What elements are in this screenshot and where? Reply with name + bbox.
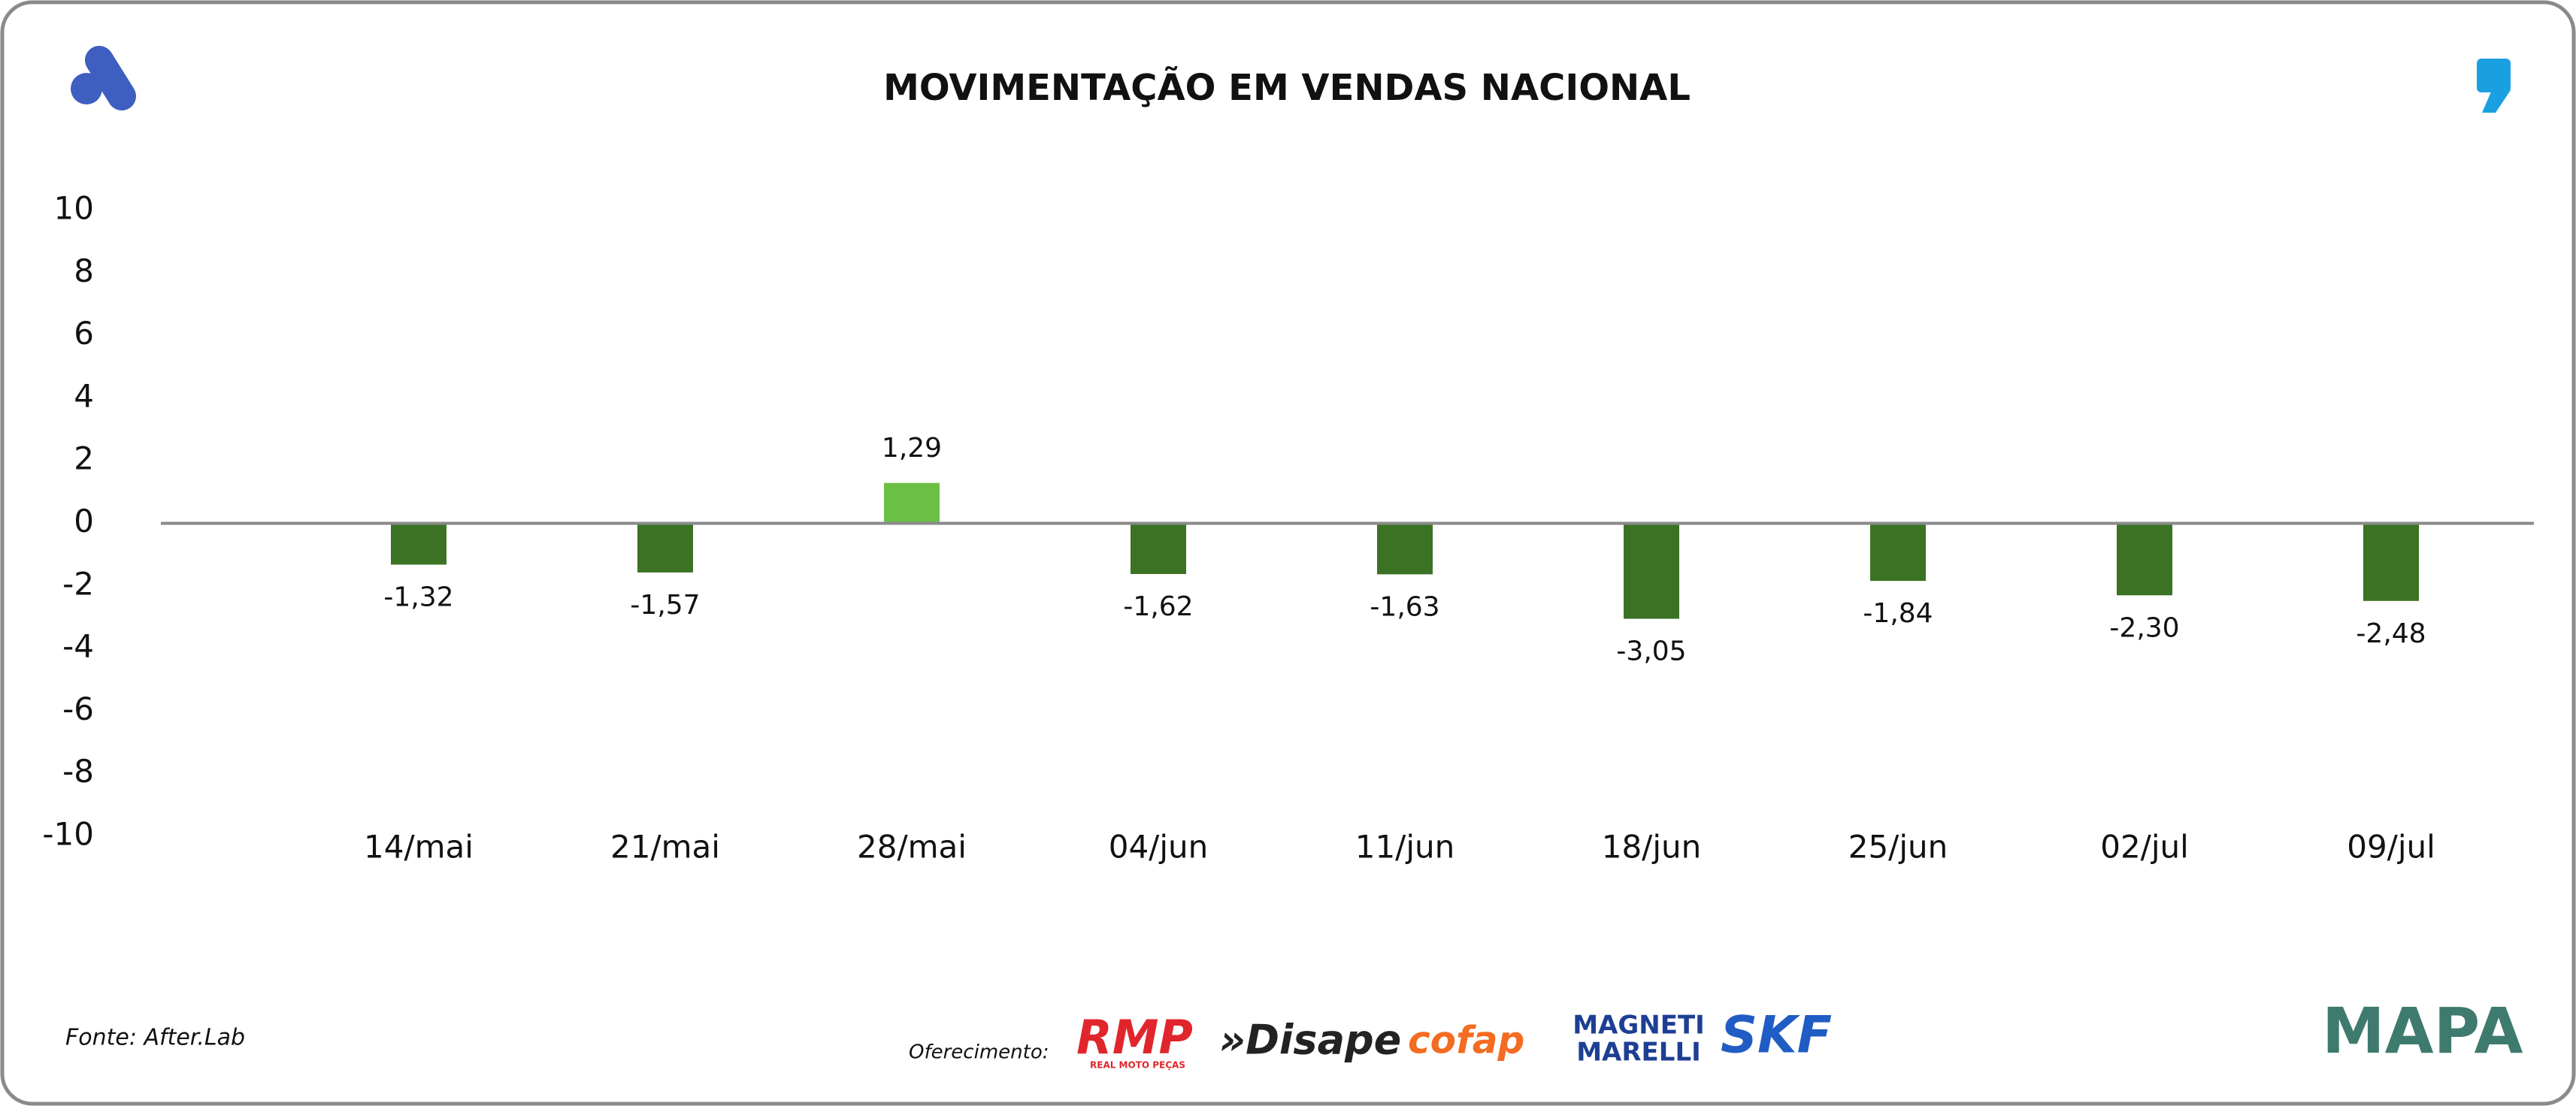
sponsor-logo: SKF <box>1721 1006 1832 1065</box>
x-tick-label: 04/jun <box>1109 829 1209 866</box>
x-tick-label: 21/mai <box>610 829 720 866</box>
bar <box>1377 523 1433 575</box>
bar <box>1870 523 1926 582</box>
bar <box>637 523 693 573</box>
y-tick-label: 0 <box>74 503 94 539</box>
x-tick-label: 25/jun <box>1848 829 1948 866</box>
sponsor-label: Oferecimento: <box>909 1041 1049 1064</box>
y-tick-label: -10 <box>42 816 94 853</box>
x-tick-label: 11/jun <box>1355 829 1455 866</box>
x-tick-label: 02/jul <box>2100 829 2189 866</box>
y-tick-label: -4 <box>62 628 94 665</box>
y-tick-label: 10 <box>54 190 94 227</box>
bar <box>1131 523 1186 574</box>
sponsor-logo: MAGNETI <box>1573 1011 1705 1041</box>
source: Fonte: After.Lab <box>65 1025 245 1051</box>
x-tick-label: 18/jun <box>1602 829 1702 866</box>
sponsor-logo: cofap <box>1408 1019 1524 1062</box>
x-tick-label: 14/mai <box>364 829 474 866</box>
value-label: -3,05 <box>1616 636 1686 667</box>
y-tick-label: 2 <box>74 440 94 477</box>
value-label: -1,84 <box>1863 598 1933 629</box>
y-tick-label: -6 <box>62 690 94 727</box>
brand-icon <box>71 46 136 110</box>
sponsor-logo: MARELLI <box>1576 1038 1701 1068</box>
sponsor-logo-subtitle: REAL MOTO PEÇAS <box>1090 1060 1185 1071</box>
value-label: -1,57 <box>630 590 700 621</box>
x-tick-label: 28/mai <box>857 829 967 866</box>
y-tick-label: 4 <box>74 377 94 414</box>
sponsor-logo: RMP <box>1076 1010 1193 1065</box>
value-label: -1,63 <box>1370 591 1439 622</box>
bar <box>2363 523 2419 601</box>
y-tick-label: 6 <box>74 315 94 352</box>
bar <box>391 523 446 565</box>
x-tick-label: 09/jul <box>2347 829 2435 866</box>
bar <box>884 482 940 524</box>
bar <box>2117 523 2172 596</box>
value-label: -2,30 <box>2109 612 2179 643</box>
brand-logo: MAPA <box>2322 994 2523 1068</box>
value-label: -1,32 <box>383 582 453 612</box>
value-label: -2,48 <box>2356 618 2426 649</box>
y-tick-label: 8 <box>74 252 94 289</box>
value-label: 1,29 <box>882 433 942 464</box>
y-tick-label: -2 <box>62 565 94 602</box>
quote-icon <box>2477 59 2511 113</box>
sponsor-logo: »Disape <box>1219 1017 1401 1064</box>
y-tick-label: -8 <box>62 753 94 790</box>
bar <box>1624 523 1679 619</box>
value-label: -1,62 <box>1123 591 1193 622</box>
chart-title: MOVIMENTAÇÃO EM VENDAS NACIONAL <box>883 66 1691 109</box>
